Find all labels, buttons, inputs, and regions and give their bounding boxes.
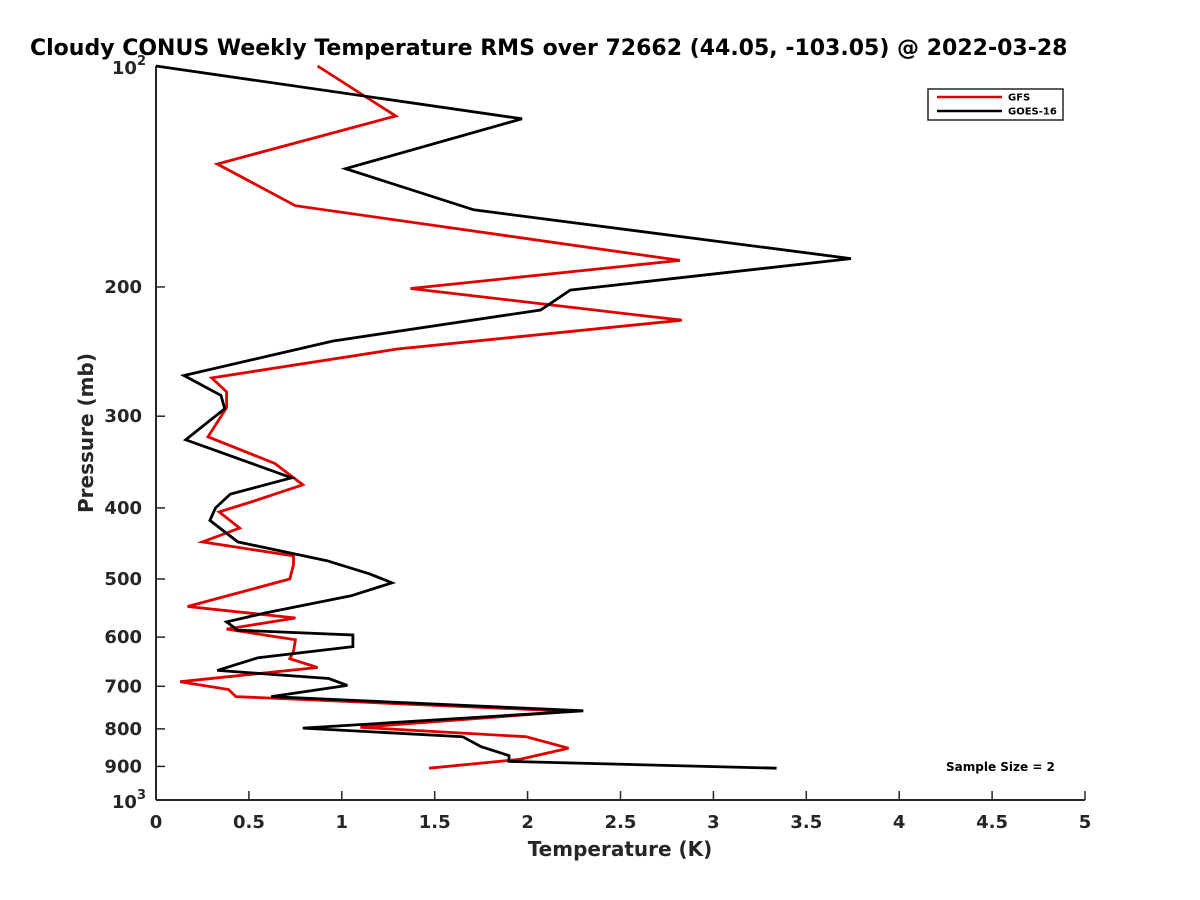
x-tick-label: 3.5 [790, 812, 822, 833]
x-tick-label: 3 [707, 812, 720, 833]
y-tick-label-bottom: 103 [112, 788, 146, 813]
y-tick-label: 600 [104, 627, 142, 648]
x-tick-label: 0 [150, 812, 163, 833]
y-tick-label: 900 [104, 756, 142, 777]
x-tick-label: 2 [521, 812, 534, 833]
series-group [155, 64, 852, 770]
legend-label-goes16: GOES-16 [1008, 107, 1057, 118]
x-tick-label: 4 [893, 812, 906, 833]
sample-size-annotation: Sample Size = 2 [946, 760, 1055, 774]
plot-area: 0 0.5 1 1.5 2 2.5 3 3.5 4 4.5 5 200 300 400 500 600 700… [104, 54, 1091, 833]
y-tick-label: 700 [104, 676, 142, 697]
legend-label-gfs: GFS [1008, 93, 1030, 104]
series-line-goes16 [155, 64, 852, 770]
y-tick-label: 400 [104, 498, 142, 519]
legend-box [927, 88, 1064, 121]
series-line-gfs [179, 64, 682, 770]
x-axis-title: Temperature (K) [528, 837, 713, 861]
legend: GFS GOES-16 [927, 88, 1064, 121]
x-tick-label: 0.5 [233, 812, 265, 833]
x-tick-label: 4.5 [976, 812, 1008, 833]
x-ticks: 0 0.5 1 1.5 2 2.5 3 3.5 4 4.5 5 [150, 791, 1092, 833]
y-axis-title: Pressure (mb) [74, 353, 98, 513]
y-tick-label: 300 [104, 406, 142, 427]
y-tick-label-top: 102 [112, 54, 146, 79]
x-tick-label: 5 [1079, 812, 1092, 833]
x-tick-label: 1.5 [419, 812, 451, 833]
x-tick-label: 2.5 [605, 812, 637, 833]
y-ticks: 200 300 400 500 600 700 800 900 102 103 [104, 54, 165, 813]
x-tick-label: 1 [336, 812, 349, 833]
chart-title: Cloudy CONUS Weekly Temperature RMS over… [30, 36, 1067, 61]
y-tick-label: 200 [104, 277, 142, 298]
y-tick-label: 800 [104, 719, 142, 740]
y-tick-label: 500 [104, 569, 142, 590]
